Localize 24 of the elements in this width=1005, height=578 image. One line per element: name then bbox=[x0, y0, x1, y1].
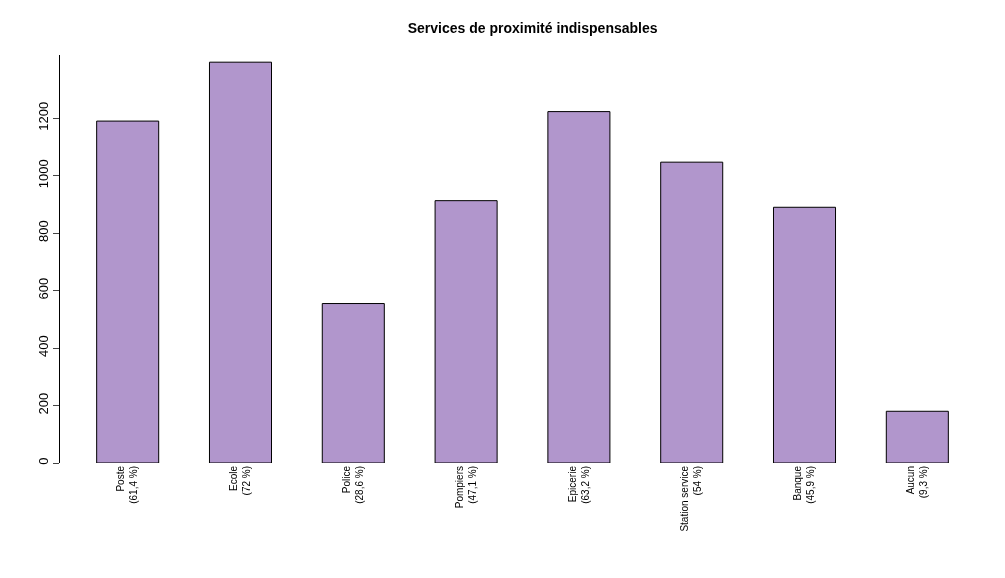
bar bbox=[885, 410, 949, 463]
x-tick-label: Pompiers (47,1 %) bbox=[453, 466, 478, 509]
bar bbox=[321, 303, 385, 463]
bar bbox=[434, 200, 498, 463]
y-tick-label: 800 bbox=[35, 220, 51, 243]
x-tick-label: Epicerie (63,2 %) bbox=[566, 465, 591, 504]
x-tick-label: Ecole (72 %) bbox=[228, 465, 253, 496]
bar bbox=[208, 61, 273, 463]
y-tick-label: 1000 bbox=[35, 159, 51, 189]
y-tick-label: 400 bbox=[35, 335, 51, 357]
y-tick-label: 200 bbox=[35, 392, 51, 415]
x-tick-label: Poste (61,4 %) bbox=[115, 465, 140, 504]
bar bbox=[660, 161, 724, 463]
y-tick-label: 600 bbox=[35, 277, 51, 300]
x-tick-label: Station service (54 %) bbox=[679, 465, 704, 532]
x-tick-label: Banque (45,9 %) bbox=[792, 465, 817, 504]
x-tick-label: Police (28,6 %) bbox=[341, 465, 366, 504]
bar bbox=[96, 120, 160, 463]
chart-title: Services de proximité indispensables bbox=[407, 19, 658, 36]
y-tick-label: 1200 bbox=[35, 101, 51, 131]
y-tick-label: 0 bbox=[35, 457, 51, 465]
bar bbox=[547, 111, 611, 463]
bar bbox=[772, 206, 837, 463]
x-tick-label: Aucun (9,3 %) bbox=[905, 466, 930, 499]
